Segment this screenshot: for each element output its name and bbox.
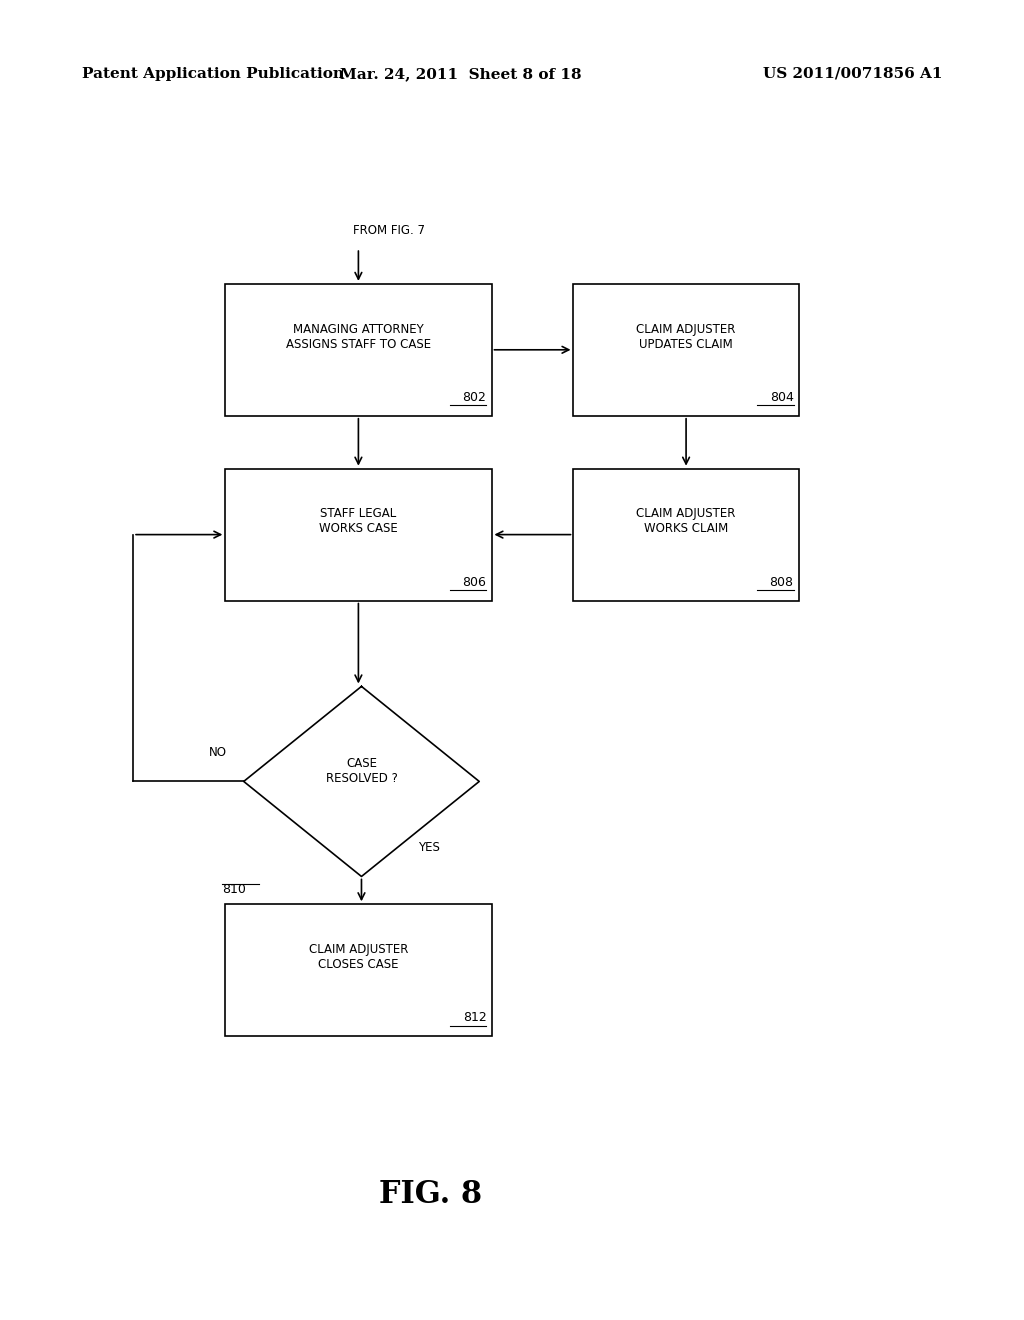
Text: 808: 808: [770, 576, 794, 589]
Text: CLAIM ADJUSTER
UPDATES CLAIM: CLAIM ADJUSTER UPDATES CLAIM: [636, 322, 736, 351]
Text: 806: 806: [463, 576, 486, 589]
FancyBboxPatch shape: [225, 284, 492, 416]
Text: 804: 804: [770, 391, 794, 404]
FancyBboxPatch shape: [225, 469, 492, 601]
Text: YES: YES: [418, 841, 439, 854]
Text: 810: 810: [222, 883, 246, 896]
Text: 812: 812: [463, 1011, 486, 1024]
FancyBboxPatch shape: [225, 904, 492, 1036]
Text: CLAIM ADJUSTER
CLOSES CASE: CLAIM ADJUSTER CLOSES CASE: [308, 942, 409, 972]
FancyBboxPatch shape: [573, 284, 799, 416]
Text: NO: NO: [209, 746, 227, 759]
Text: STAFF LEGAL
WORKS CASE: STAFF LEGAL WORKS CASE: [319, 507, 397, 536]
Text: FROM FIG. 7: FROM FIG. 7: [353, 224, 425, 238]
FancyBboxPatch shape: [573, 469, 799, 601]
Text: MANAGING ATTORNEY
ASSIGNS STAFF TO CASE: MANAGING ATTORNEY ASSIGNS STAFF TO CASE: [286, 322, 431, 351]
Text: 802: 802: [463, 391, 486, 404]
Text: CLAIM ADJUSTER
WORKS CLAIM: CLAIM ADJUSTER WORKS CLAIM: [636, 507, 736, 536]
Text: Patent Application Publication: Patent Application Publication: [82, 67, 344, 81]
Text: CASE
RESOLVED ?: CASE RESOLVED ?: [326, 756, 397, 785]
Text: US 2011/0071856 A1: US 2011/0071856 A1: [763, 67, 942, 81]
Text: FIG. 8: FIG. 8: [379, 1179, 481, 1210]
Text: Mar. 24, 2011  Sheet 8 of 18: Mar. 24, 2011 Sheet 8 of 18: [340, 67, 582, 81]
